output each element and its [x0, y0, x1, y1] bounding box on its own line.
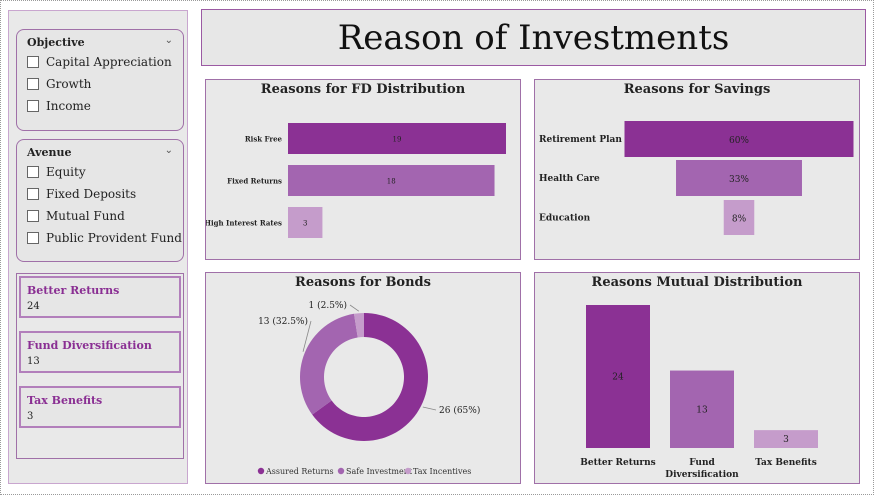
fd-data-label: 3 [303, 220, 307, 228]
mutual-distribution-panel: Reasons Mutual Distribution 24 Better Ret… [534, 272, 860, 484]
mutual-bar [586, 305, 650, 448]
kpi-label: Fund Diversification [27, 339, 152, 352]
kpi-value: 13 [27, 356, 40, 367]
savings-bar [723, 200, 755, 235]
objective-option-capital-appreciation[interactable]: Capital Appreciation [27, 54, 172, 70]
report-title-bar: Reason of Investments [201, 9, 866, 66]
avenue-option-public-provident-fund[interactable]: Public Provident Fund [27, 230, 182, 246]
mutual-data-label: 3 [783, 435, 789, 445]
legend-label: Assured Returns [265, 467, 334, 476]
chart-title: Reasons for Savings [623, 82, 771, 97]
bonds-data-label: 13 (32.5%) [258, 316, 308, 327]
fd-bar [288, 207, 323, 238]
avenue-option-mutual-fund[interactable]: Mutual Fund [27, 208, 125, 224]
savings-data-label: 60% [729, 136, 749, 146]
kpi-label: Tax Benefits [27, 394, 103, 407]
mutual-category-label: Better Returns [580, 458, 656, 468]
checkbox[interactable] [27, 166, 39, 178]
checkbox[interactable] [27, 188, 39, 200]
fd-bar [288, 165, 495, 196]
legend-marker [257, 467, 265, 475]
option-label: Growth [46, 77, 92, 91]
kpi-card-group: Better Returns 24 Fund Diversification 1… [16, 273, 184, 459]
fd-data-label: 19 [393, 136, 402, 144]
fd-distribution-chart: Risk Free 19 Fixed Returns 18 High Interest … [206, 123, 506, 238]
option-label: Mutual Fund [46, 209, 125, 223]
kpi-label: Better Returns [27, 284, 120, 297]
objective-slicer: Objective ⌄ Capital Appreciation Growth … [16, 29, 184, 131]
fd-data-label: 18 [387, 178, 396, 186]
option-label: Fixed Deposits [46, 187, 137, 201]
avenue-slicer: Avenue ⌄ Equity Fixed Deposits Mutual Fu… [16, 139, 184, 262]
mutual-category-label: Fund [689, 458, 715, 468]
bonds-slice [300, 313, 358, 415]
bonds-leader-line [422, 406, 437, 411]
kpi-card-better-returns[interactable]: Better Returns 24 [19, 276, 181, 318]
savings-panel: Reasons for Savings Retirement Plan 60% He… [534, 79, 860, 260]
option-label: Capital Appreciation [46, 55, 172, 69]
legend-label: Tax Incentives [413, 467, 471, 476]
chevron-down-icon[interactable]: ⌄ [164, 35, 173, 46]
kpi-value: 24 [27, 301, 40, 312]
fd-category-label: Fixed Returns [227, 177, 282, 186]
savings-data-label: 8% [732, 215, 747, 225]
checkbox[interactable] [27, 56, 39, 68]
mutual-distribution-chart: 24 Better Returns 13 Fund Diversification 3 Ta… [580, 305, 818, 480]
fd-bar [288, 123, 506, 154]
chart-title: Reasons Mutual Distribution [591, 275, 803, 290]
savings-bar [676, 160, 802, 196]
checkbox[interactable] [27, 232, 39, 244]
bonds-leader-line [349, 304, 360, 312]
mutual-bar [670, 370, 734, 448]
chart-title: Reasons for FD Distribution [260, 82, 466, 97]
savings-chart: Retirement Plan 60% Health Care 33% Educatio… [539, 121, 854, 235]
mutual-data-label: 24 [612, 373, 624, 383]
avenue-slicer-title: Avenue [27, 146, 72, 159]
savings-category-label: Education [539, 214, 591, 224]
objective-slicer-title: Objective [27, 36, 85, 49]
bonds-chart: 26 (65%) 13 (32.5%)1 (2.5%) Assured Return… [257, 300, 480, 476]
savings-data-label: 33% [729, 175, 749, 185]
bonds-slice [353, 313, 364, 338]
savings-bar [624, 121, 854, 157]
option-label: Income [46, 99, 91, 113]
fd-category-label: Risk Free [245, 135, 283, 144]
mutual-category-label: Diversification [665, 470, 739, 480]
filter-sidebar: Objective ⌄ Capital Appreciation Growth … [8, 10, 188, 484]
objective-option-growth[interactable]: Growth [27, 76, 91, 92]
bonds-panel: Reasons for Bonds 26 (65%) 13 (32.5%) 1 (2… [205, 272, 521, 484]
legend-marker [404, 467, 412, 475]
bonds-data-label: 1 (2.5%) [309, 300, 347, 311]
option-label: Equity [46, 165, 86, 179]
savings-category-label: Health Care [539, 174, 600, 184]
bonds-leader-line [302, 320, 312, 352]
fd-category-label: High Interest Rates [206, 219, 282, 228]
checkbox[interactable] [27, 210, 39, 222]
mutual-bar [754, 430, 818, 448]
savings-category-label: Retirement Plan [539, 135, 622, 145]
bonds-data-label: 26 (65%) [439, 405, 480, 416]
bonds-slice [312, 313, 428, 441]
mutual-data-label: 13 [696, 405, 708, 415]
mutual-category-label: Tax Benefits [755, 458, 817, 468]
checkbox[interactable] [27, 100, 39, 112]
legend-marker [337, 467, 345, 475]
chevron-down-icon[interactable]: ⌄ [164, 145, 173, 156]
chart-title: Reasons for Bonds [295, 275, 431, 290]
avenue-option-fixed-deposits[interactable]: Fixed Deposits [27, 186, 136, 202]
checkbox[interactable] [27, 78, 39, 90]
avenue-option-equity[interactable]: Equity [27, 164, 86, 180]
kpi-card-fund-diversification[interactable]: Fund Diversification 13 [19, 331, 181, 373]
page-title: Reason of Investments [337, 18, 730, 58]
kpi-value: 3 [27, 411, 34, 422]
legend-label: Safe Investment [346, 467, 413, 476]
option-label: Public Provident Fund [46, 231, 182, 245]
objective-option-income[interactable]: Income [27, 98, 91, 114]
fd-distribution-panel: Reasons for FD Distribution Risk Free 19 F… [205, 79, 521, 260]
kpi-card-tax-benefits[interactable]: Tax Benefits 3 [19, 386, 181, 428]
